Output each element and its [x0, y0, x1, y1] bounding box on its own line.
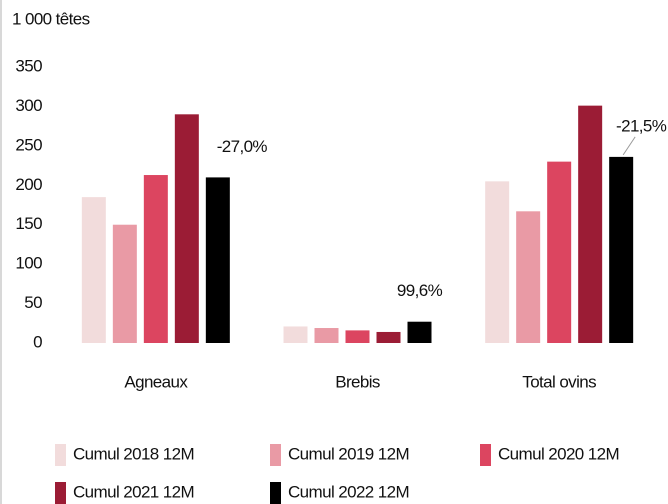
- legend-label: Cumul 2021 12M: [73, 482, 194, 501]
- bar: [143, 175, 168, 343]
- x-tick-label: Total ovins: [522, 372, 596, 391]
- y-axis-label: 1 000 têtes: [12, 9, 90, 28]
- annotation: 99,6%: [397, 281, 443, 300]
- bar: [283, 326, 308, 343]
- legend-swatch: [270, 482, 281, 504]
- bar: [578, 105, 603, 343]
- bar: [112, 224, 137, 343]
- legend-label: Cumul 2022 12M: [288, 482, 409, 501]
- y-tick-label: 300: [15, 96, 42, 115]
- bar: [314, 328, 339, 343]
- y-tick-label: 0: [33, 332, 42, 351]
- legend-label: Cumul 2020 12M: [498, 444, 619, 463]
- bar: [547, 161, 572, 343]
- legend-label: Cumul 2018 12M: [73, 444, 194, 463]
- bar: [609, 156, 634, 343]
- bar: [376, 331, 401, 343]
- y-tick-label: 350: [15, 56, 42, 75]
- legend-label: Cumul 2019 12M: [288, 444, 409, 463]
- annotation: -21,5%: [616, 116, 667, 135]
- y-tick-label: 150: [15, 214, 42, 233]
- bar: [345, 330, 370, 343]
- bar: [407, 321, 432, 343]
- bar: [81, 197, 106, 343]
- y-tick-label: 50: [24, 293, 42, 312]
- annotation: -27,0%: [217, 137, 268, 156]
- leader-line: [622, 136, 636, 156]
- y-tick-label: 100: [15, 254, 42, 273]
- y-tick-label: 250: [15, 135, 42, 154]
- bar: [174, 114, 199, 343]
- bar: [205, 177, 230, 343]
- bar: [516, 211, 541, 343]
- legend-swatch: [55, 444, 66, 466]
- legend-swatch: [480, 444, 491, 466]
- legend-swatch: [270, 444, 281, 466]
- y-tick-label: 200: [15, 175, 42, 194]
- x-tick-label: Agneaux: [124, 372, 188, 391]
- legend-swatch: [55, 482, 66, 504]
- bar: [485, 181, 510, 343]
- x-tick-label: Brebis: [335, 372, 380, 391]
